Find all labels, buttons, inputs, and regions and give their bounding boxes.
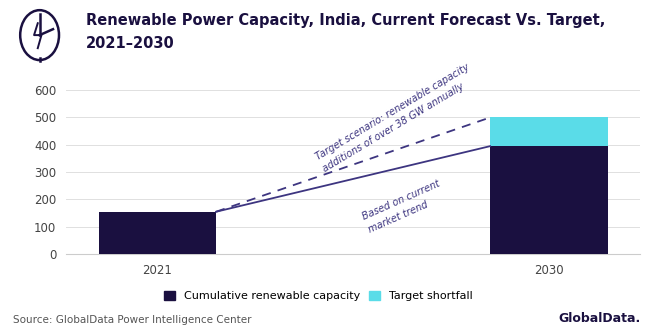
Bar bbox=[98, 212, 216, 254]
Bar bbox=[490, 146, 608, 254]
Text: Source: GlobalData Power Intelligence Center: Source: GlobalData Power Intelligence Ce… bbox=[13, 315, 251, 325]
Text: Renewable Power Capacity, India, Current Forecast Vs. Target,: Renewable Power Capacity, India, Current… bbox=[86, 13, 605, 28]
Legend: Cumulative renewable capacity, Target shortfall: Cumulative renewable capacity, Target sh… bbox=[164, 291, 473, 301]
Bar bbox=[490, 117, 608, 146]
Text: Target scenario: renewable capacity
additions of over 38 GW annually: Target scenario: renewable capacity addi… bbox=[314, 62, 478, 174]
Text: GlobalData.: GlobalData. bbox=[558, 312, 640, 325]
Text: 2021–2030: 2021–2030 bbox=[86, 36, 174, 51]
Text: Based on current
market trend: Based on current market trend bbox=[361, 179, 447, 234]
